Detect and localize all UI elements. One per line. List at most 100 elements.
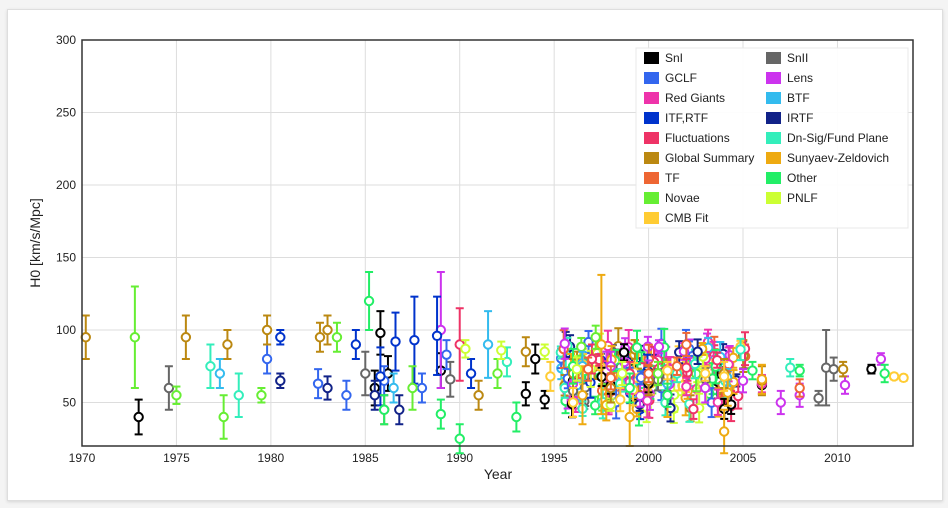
- legend-item[interactable]: Fluctuations: [644, 131, 730, 145]
- point-marker: [360, 368, 371, 379]
- point-marker: [582, 363, 594, 375]
- legend-swatch: [644, 52, 659, 64]
- legend-item[interactable]: Dn-Sig/Fund Plane: [766, 131, 889, 145]
- pnlf-point: [496, 340, 507, 360]
- global-summary-point: [222, 329, 233, 360]
- legend-swatch: [644, 132, 659, 144]
- legend-swatch: [766, 172, 781, 184]
- gclf-point: [416, 372, 428, 404]
- cloud-point: [618, 343, 630, 362]
- point-marker: [496, 345, 507, 356]
- point-marker: [331, 332, 343, 343]
- cloud-point: [735, 337, 746, 362]
- point-marker: [511, 411, 522, 423]
- legend-item[interactable]: Novae: [644, 191, 700, 205]
- irtf-point: [369, 379, 380, 411]
- y-tick-label: 100: [56, 323, 76, 337]
- legend-label: IRTF: [787, 111, 813, 125]
- point-marker: [394, 404, 405, 415]
- cmb-fit-point: [567, 387, 579, 418]
- sunyaev-zeldovich-point: [756, 363, 768, 395]
- cmb-fit-point: [898, 372, 909, 384]
- point-marker: [314, 332, 326, 343]
- legend-item[interactable]: Sunyaev-Zeldovich: [766, 151, 889, 165]
- legend-item[interactable]: TF: [644, 171, 680, 185]
- global-summary-point: [837, 360, 849, 378]
- cloud-point: [692, 338, 703, 366]
- cloud-point: [583, 330, 594, 355]
- cloud-point: [559, 327, 570, 360]
- legend-item[interactable]: Lens: [766, 71, 813, 85]
- point-marker: [559, 338, 570, 349]
- point-marker: [775, 397, 786, 408]
- snii-point: [360, 350, 371, 397]
- cmb-fit-point: [700, 365, 711, 382]
- tf-point: [794, 378, 805, 398]
- point-marker: [473, 390, 484, 401]
- point-marker: [813, 392, 824, 404]
- point-marker: [631, 342, 643, 353]
- point-marker: [222, 339, 233, 350]
- point-marker: [837, 363, 849, 375]
- x-tick-label: 2010: [824, 451, 851, 465]
- lens-point: [839, 375, 851, 395]
- plot-frame: [81, 39, 914, 447]
- y-tick-label: 50: [63, 396, 77, 410]
- point-marker: [624, 382, 635, 394]
- point-marker: [618, 347, 630, 358]
- global-summary-point: [261, 314, 273, 346]
- point-marker: [218, 411, 229, 423]
- point-marker: [492, 368, 503, 379]
- point-marker: [375, 327, 386, 339]
- snii-point: [813, 389, 824, 407]
- snii-point: [163, 365, 175, 411]
- legend-item[interactable]: GCLF: [644, 71, 697, 85]
- point-marker: [747, 365, 758, 376]
- global-summary-point: [314, 321, 326, 353]
- point-marker: [322, 382, 333, 394]
- legend-item[interactable]: IRTF: [766, 111, 813, 125]
- legend-label: Dn-Sig/Fund Plane: [787, 131, 889, 145]
- itf-rtf-point: [390, 311, 401, 372]
- point-marker: [898, 372, 909, 384]
- novae-point: [331, 321, 343, 353]
- legend-item[interactable]: Other: [766, 171, 817, 185]
- btf-point: [482, 310, 494, 379]
- dn-sig-fund-plane-point: [233, 372, 244, 418]
- point-marker: [322, 324, 333, 336]
- legend-item[interactable]: SnI: [644, 51, 683, 65]
- legend-item[interactable]: ITF,RTF: [644, 111, 708, 125]
- point-marker: [454, 433, 465, 444]
- novae-point: [129, 285, 141, 389]
- legend-item[interactable]: SnII: [766, 51, 808, 65]
- point-marker: [652, 368, 664, 379]
- legend-item[interactable]: BTF: [766, 91, 810, 105]
- legend-item[interactable]: Red Giants: [644, 91, 725, 105]
- legend-swatch: [766, 152, 781, 164]
- legend-label: Fluctuations: [665, 131, 730, 145]
- point-marker: [576, 341, 587, 353]
- point-marker: [662, 390, 673, 401]
- legend-item[interactable]: Global Summary: [644, 151, 754, 165]
- data-points: [80, 271, 909, 455]
- itf-rtf-point: [275, 329, 286, 346]
- legend-item[interactable]: PNLF: [766, 191, 818, 205]
- cloud-point: [653, 339, 665, 355]
- point-marker: [445, 374, 456, 385]
- gclf-point: [312, 368, 324, 400]
- point-marker: [653, 341, 665, 352]
- x-tick-label: 2000: [635, 451, 662, 465]
- x-axis-label: Year: [484, 466, 513, 482]
- fluctuations-point: [681, 358, 692, 378]
- other-point: [378, 394, 390, 426]
- legend-label: PNLF: [787, 191, 818, 205]
- y-tick-label: 250: [56, 106, 76, 120]
- legend-label: SnII: [787, 51, 808, 65]
- point-marker: [545, 371, 556, 382]
- point-marker: [866, 363, 877, 375]
- point-marker: [688, 403, 699, 415]
- legend-label: SnI: [665, 51, 683, 65]
- point-marker: [735, 344, 746, 355]
- cloud-point: [631, 329, 643, 366]
- legend-item[interactable]: CMB Fit: [644, 211, 709, 225]
